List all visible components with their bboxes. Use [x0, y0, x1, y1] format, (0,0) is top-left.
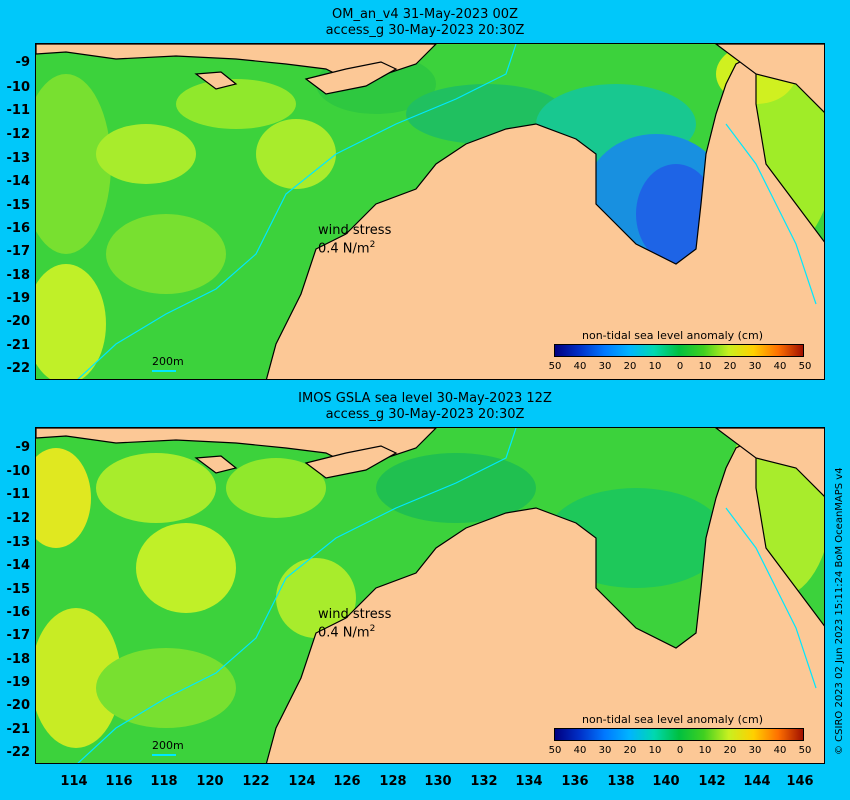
bottom-panel-subtitle: access_g 30-May-2023 20:30Z — [325, 407, 525, 422]
bottom-map-panel: 200m wind stress 0.4 N/m2 non-tidal sea … — [35, 427, 825, 764]
colorbar-tick: 30 — [598, 361, 612, 372]
bathymetry-200m-contour — [77, 428, 517, 763]
y-tick-label: -17 — [6, 628, 31, 643]
colorbar-tick: 40 — [773, 361, 787, 372]
wind-stress-value: 0.4 N/m — [318, 241, 370, 257]
top-panel-title: OM_an_v4 31-May-2023 00Z — [332, 7, 518, 22]
colorbar-title: non-tidal sea level anomaly (cm) — [582, 713, 763, 726]
colorbar-tick: 30 — [748, 361, 762, 372]
x-tick-label: 124 — [288, 774, 316, 789]
colorbar-tick: 30 — [748, 745, 762, 756]
colorbar-title: non-tidal sea level anomaly (cm) — [582, 329, 763, 342]
y-tick-label: -22 — [6, 745, 31, 760]
x-tick-label: 142 — [698, 774, 726, 789]
x-tick-label: 128 — [379, 774, 407, 789]
x-tick-label: 130 — [424, 774, 452, 789]
colorbar-tick: 30 — [598, 745, 612, 756]
x-tick-label: 132 — [470, 774, 498, 789]
y-tick-label: -15 — [6, 582, 31, 597]
x-tick-label: 136 — [561, 774, 589, 789]
land-masses — [36, 44, 824, 379]
colorbar-tick: 50 — [798, 361, 812, 372]
colorbar-tick: 50 — [548, 745, 562, 756]
colorbar-tick: 10 — [648, 361, 662, 372]
wind-stress-label: wind stress — [318, 607, 392, 622]
credit-text: © CSIRO 2023 02 Jun 2023 15:11:24 BoM Oc… — [834, 467, 845, 755]
colorbar-tick: 20 — [623, 745, 637, 756]
colorbar-tick: 20 — [723, 361, 737, 372]
y-tick-label: -10 — [6, 80, 31, 95]
colorbar-tick: 40 — [573, 361, 587, 372]
colorbar-tick: 0 — [676, 745, 684, 756]
wind-stress-exponent: 2 — [369, 624, 376, 634]
y-tick-label: -20 — [6, 698, 31, 713]
colorbar — [554, 728, 804, 741]
y-tick-label: -12 — [6, 511, 31, 526]
y-tick-label: -19 — [6, 291, 31, 306]
x-tick-label: 114 — [60, 774, 88, 789]
bottom-panel-title: IMOS GSLA sea level 30-May-2023 12Z — [298, 391, 552, 406]
land-masses — [36, 428, 824, 763]
y-tick-label: -11 — [6, 487, 31, 502]
x-tick-label: 118 — [150, 774, 178, 789]
y-tick-label: -12 — [6, 127, 31, 142]
colorbar-tick: 10 — [698, 745, 712, 756]
top-map-panel: 200m wind stress 0.4 N/m2 non-tidal sea … — [35, 43, 825, 380]
wind-stress-legend: wind stress 0.4 N/m2 — [318, 223, 391, 256]
wind-stress-value: 0.4 N/m — [318, 625, 370, 641]
colorbar-tick: 50 — [548, 361, 562, 372]
y-tick-label: -16 — [6, 221, 31, 236]
y-tick-label: -18 — [6, 652, 31, 667]
x-tick-label: 122 — [242, 774, 270, 789]
y-tick-label: -20 — [6, 314, 31, 329]
wind-stress-legend: wind stress 0.4 N/m2 — [318, 607, 391, 640]
colorbar-tick: 40 — [573, 745, 587, 756]
y-tick-label: -13 — [6, 151, 31, 166]
y-tick-label: -13 — [6, 535, 31, 550]
wind-stress-exponent: 2 — [369, 240, 376, 250]
y-tick-label: -9 — [15, 55, 30, 70]
colorbar-tick: 10 — [698, 361, 712, 372]
y-tick-label: -15 — [6, 198, 31, 213]
x-tick-label: 134 — [515, 774, 543, 789]
bathymetry-200m-contour — [77, 44, 517, 379]
colorbar-tick: 20 — [623, 361, 637, 372]
x-tick-label: 126 — [333, 774, 361, 789]
colorbar-tick: 0 — [676, 361, 684, 372]
x-tick-label: 140 — [652, 774, 680, 789]
y-tick-label: -14 — [6, 174, 31, 189]
x-tick-label: 146 — [786, 774, 814, 789]
x-tick-label: 120 — [196, 774, 224, 789]
colorbar-tick: 50 — [798, 745, 812, 756]
scale-label: 200m — [152, 355, 184, 368]
scale-label: 200m — [152, 739, 184, 752]
y-tick-label: -16 — [6, 605, 31, 620]
bathymetry-contour-east — [725, 123, 817, 305]
wind-stress-label: wind stress — [318, 223, 392, 238]
colorbar-tick: 10 — [648, 745, 662, 756]
y-tick-label: -18 — [6, 268, 31, 283]
y-tick-label: -22 — [6, 361, 31, 376]
top-panel-subtitle: access_g 30-May-2023 20:30Z — [325, 23, 525, 38]
y-tick-label: -9 — [15, 440, 30, 455]
y-tick-label: -21 — [6, 338, 31, 353]
colorbar-tick: 20 — [723, 745, 737, 756]
top-map-svg — [36, 44, 824, 379]
x-tick-label: 138 — [607, 774, 635, 789]
y-tick-label: -14 — [6, 558, 31, 573]
bottom-map-svg — [36, 428, 824, 763]
colorbar — [554, 344, 804, 357]
x-tick-label: 144 — [743, 774, 771, 789]
y-tick-label: -10 — [6, 464, 31, 479]
colorbar-tick: 40 — [773, 745, 787, 756]
x-tick-label: 116 — [105, 774, 133, 789]
y-tick-label: -21 — [6, 722, 31, 737]
y-tick-label: -19 — [6, 675, 31, 690]
bathymetry-contour-east — [725, 507, 817, 689]
y-tick-label: -17 — [6, 244, 31, 259]
y-tick-label: -11 — [6, 103, 31, 118]
